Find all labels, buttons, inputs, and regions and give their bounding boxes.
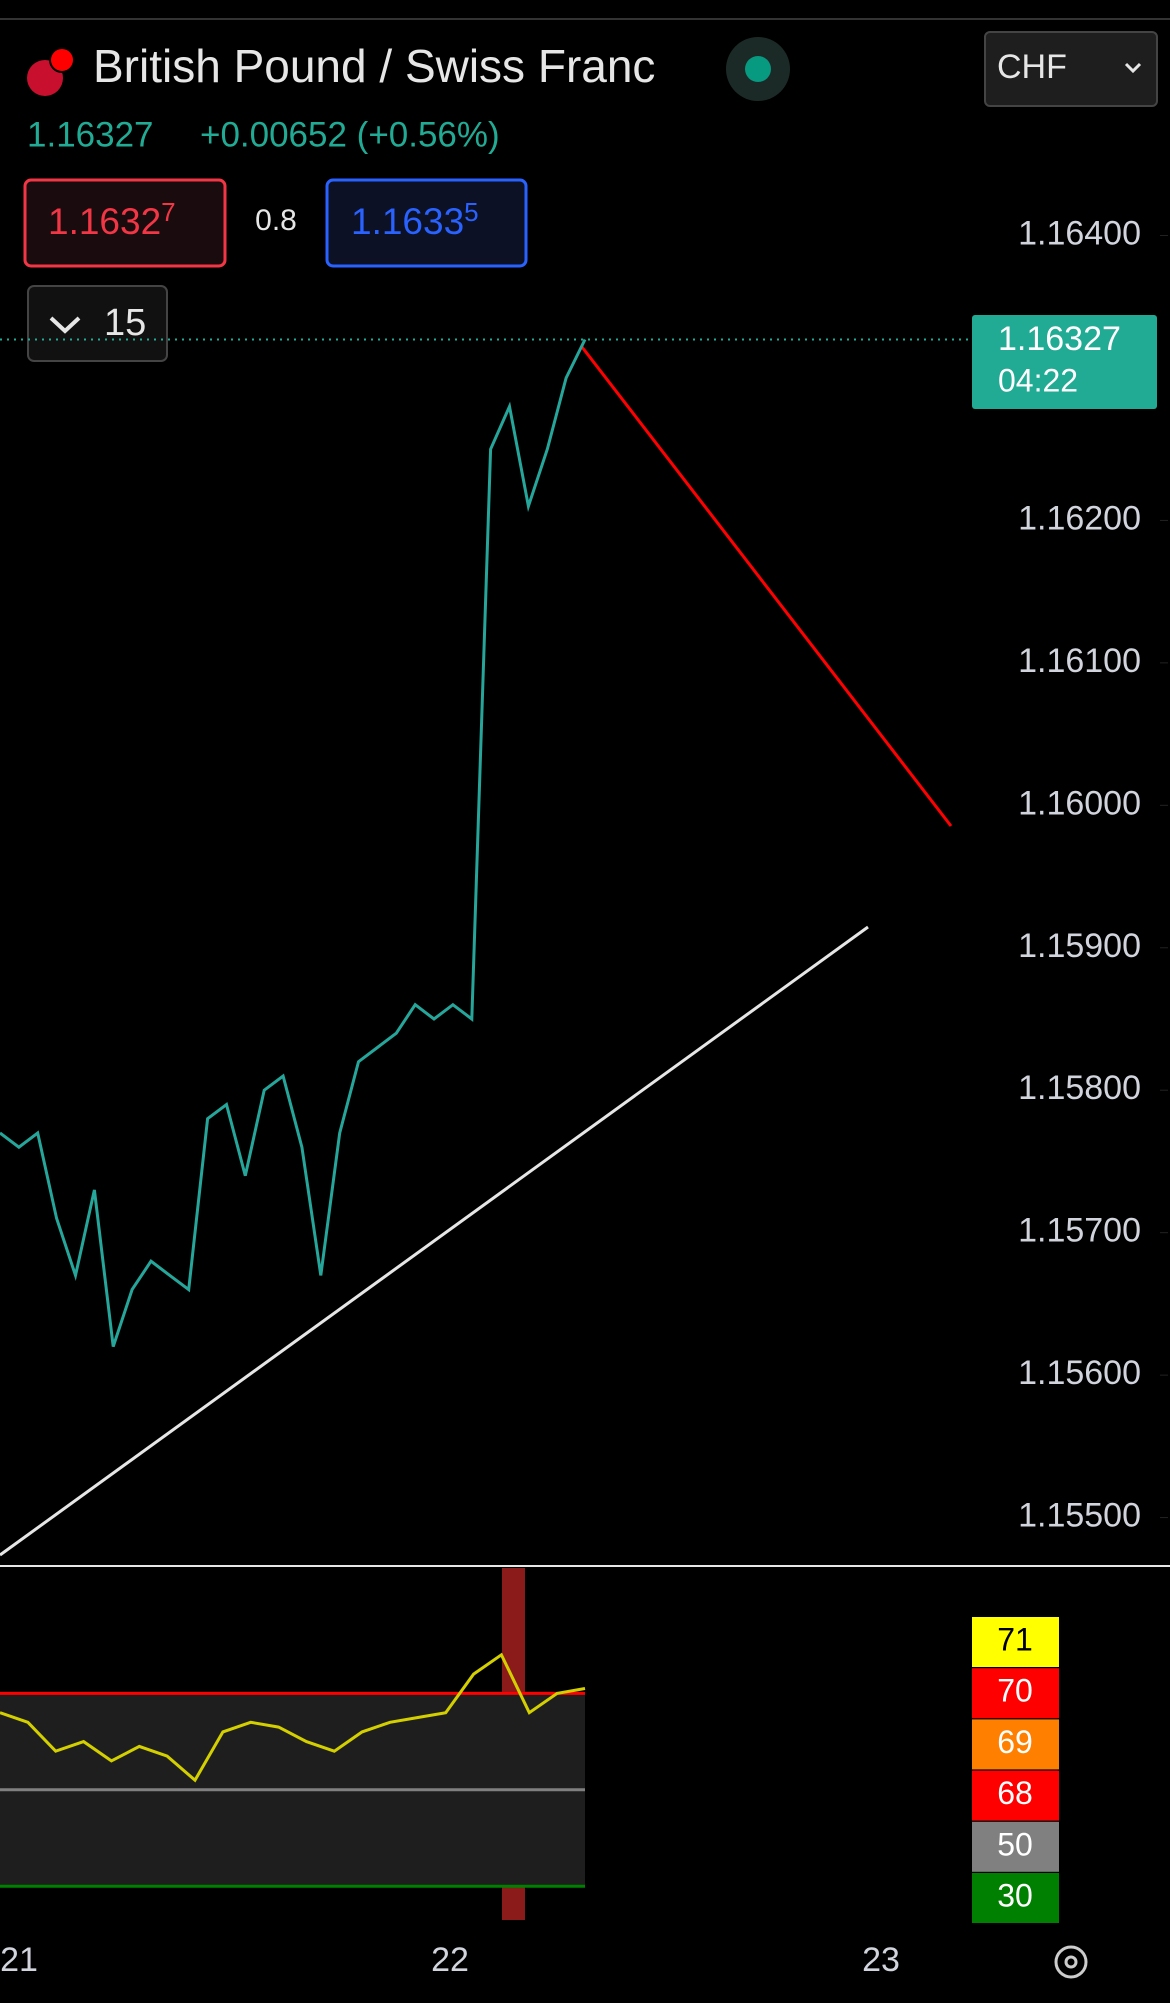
sell-button[interactable] — [23, 178, 227, 268]
price-line — [0, 338, 587, 1348]
price-tag-price: 1.16327 — [998, 320, 1121, 358]
symbol-title[interactable]: British Pound / Swiss Franc — [93, 40, 655, 92]
x-tick-label: 22 — [431, 1941, 469, 1979]
y-tick-label: 1.16000 — [1018, 784, 1141, 822]
sell-sup: 7 — [161, 197, 175, 227]
trend-line-white[interactable] — [0, 925, 869, 1557]
y-tick-label: 1.15900 — [1018, 927, 1141, 965]
rsi-label-box — [972, 1719, 1059, 1770]
rsi-label-box — [972, 1770, 1059, 1821]
price-line — [0, 1652, 586, 1783]
price-tag — [972, 315, 1157, 409]
last-price: 1.16327 — [27, 115, 154, 154]
spread: 0.8 — [255, 204, 297, 237]
rsi-label-box — [972, 1668, 1059, 1719]
currency-select[interactable] — [984, 31, 1158, 107]
interval-chevron — [49, 316, 81, 334]
sell-main: 1.1632 — [48, 201, 161, 242]
status-dot — [745, 56, 771, 82]
trend-line-red[interactable] — [580, 346, 953, 827]
chevron — [1124, 62, 1142, 74]
flag-ch — [49, 47, 75, 73]
rsi-label-box — [972, 1617, 1059, 1667]
y-tick-label: 1.16100 — [1018, 642, 1141, 680]
settings-icon[interactable] — [1054, 1945, 1088, 1979]
y-tick-label: 1.15600 — [1018, 1354, 1141, 1392]
buy-sup: 5 — [464, 197, 478, 227]
y-tick-label: 1.15800 — [1018, 1069, 1141, 1107]
price-tag-countdown: 04:22 — [998, 362, 1078, 398]
x-tick-label: 23 — [862, 1941, 900, 1979]
rsi-label: 50 — [997, 1826, 1033, 1862]
sell-price: 1.16327 — [48, 197, 176, 242]
rsi-label: 71 — [997, 1621, 1033, 1657]
y-tick-label: 1.15500 — [1018, 1497, 1141, 1535]
buy-button[interactable] — [325, 178, 528, 268]
interval: 15 — [104, 302, 146, 344]
buy-main: 1.1633 — [351, 201, 464, 242]
rsi-label: 30 — [997, 1877, 1033, 1913]
interval-button[interactable] — [27, 285, 168, 362]
rsi-label-box — [972, 1873, 1059, 1923]
y-tick-label: 1.15700 — [1018, 1212, 1141, 1250]
y-tick-label: 1.16400 — [1018, 215, 1141, 253]
buy-price: 1.16335 — [351, 197, 479, 242]
y-tick-label: 1.16200 — [1018, 499, 1141, 537]
price-change: +0.00652 (+0.56%) — [200, 115, 500, 154]
rsi-label: 68 — [997, 1775, 1033, 1811]
rsi-label-box — [972, 1821, 1059, 1872]
rsi-label: 69 — [997, 1724, 1033, 1760]
rsi-label: 70 — [997, 1673, 1033, 1709]
settings-icon-center — [1064, 1955, 1078, 1969]
x-tick-label: 21 — [0, 1941, 38, 1979]
currency: CHF — [997, 48, 1067, 86]
